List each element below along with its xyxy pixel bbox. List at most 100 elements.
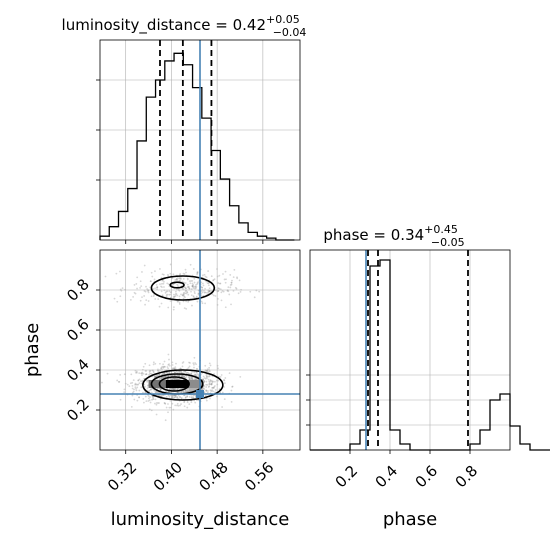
ld-hist-bar [137, 141, 146, 240]
scatter-point [206, 291, 208, 294]
density-contour [169, 281, 185, 289]
scatter-point [209, 389, 212, 392]
ld-hist-bar [230, 206, 239, 240]
scatter-point [230, 401, 233, 403]
scatter-point [118, 380, 121, 383]
phase-hist-bar [380, 260, 390, 450]
scatter-point [155, 375, 158, 378]
scatter-point [203, 385, 205, 388]
scatter-point [163, 365, 166, 368]
scatter-point [188, 377, 191, 380]
scatter-point [161, 282, 163, 285]
scatter-point [208, 366, 211, 369]
scatter-point [133, 388, 135, 391]
scatter-point [174, 366, 177, 369]
scatter-point [196, 300, 199, 303]
scatter-point [116, 379, 119, 382]
scatter-point [175, 362, 177, 365]
scatter-point [146, 380, 149, 383]
scatter-point [188, 396, 191, 398]
scatter-point [177, 374, 180, 377]
scatter-point [218, 287, 221, 290]
scatter-point [159, 268, 161, 270]
scatter-point [203, 381, 206, 383]
scatter-point [155, 403, 158, 406]
scatter-point [154, 402, 156, 405]
scatter-point [171, 378, 174, 381]
scatter-point [223, 382, 226, 385]
scatter-point [183, 293, 185, 296]
scatter-point [203, 377, 206, 379]
scatter-point [184, 396, 187, 399]
scatter-point [228, 372, 231, 375]
scatter-point [134, 383, 136, 386]
scatter-point [217, 282, 220, 284]
scatter-point [180, 403, 182, 405]
scatter-point [183, 376, 186, 378]
scatter-point [204, 291, 207, 294]
scatter-point [119, 398, 122, 401]
scatter-point [221, 289, 224, 292]
scatter-point [149, 388, 152, 391]
scatter-point [168, 364, 171, 367]
x-axis-label-phase: phase [383, 509, 437, 530]
scatter-point [193, 290, 196, 293]
scatter-point [210, 383, 213, 385]
scatter-point [219, 288, 222, 291]
scatter-point [206, 375, 209, 378]
scatter-point [165, 395, 168, 398]
scatter-point [194, 374, 197, 377]
scatter-point [179, 277, 182, 279]
scatter-point [183, 273, 186, 275]
scatter-point [158, 305, 161, 308]
scatter-point [141, 371, 144, 374]
scatter-point [181, 374, 184, 377]
scatter-point [184, 390, 187, 393]
scatter-point [182, 375, 185, 378]
scatter-point [142, 365, 145, 368]
scatter-point [224, 377, 227, 379]
scatter-point [207, 386, 210, 388]
scatter-point [201, 286, 204, 289]
scatter-point [182, 361, 185, 363]
scatter-point [187, 293, 190, 296]
scatter-point [182, 278, 185, 280]
scatter-point [179, 404, 181, 407]
scatter-point [193, 277, 196, 280]
scatter-point [181, 374, 184, 377]
scatter-point [177, 285, 179, 288]
scatter-point [173, 377, 176, 380]
scatter-point [174, 388, 176, 391]
scatter-point [208, 290, 211, 293]
scatter-point [172, 308, 175, 311]
ld-hist-bar [119, 211, 128, 240]
scatter-point [196, 271, 199, 273]
density-contour [150, 275, 216, 301]
scatter-point [197, 292, 200, 295]
scatter-point [213, 373, 216, 375]
scatter-point [187, 286, 190, 289]
scatter-point [134, 292, 137, 295]
scatter-point [210, 289, 213, 292]
scatter-point [188, 361, 190, 364]
scatter-point [195, 295, 198, 298]
scatter-point [205, 383, 208, 386]
scatter-point [133, 398, 136, 401]
scatter-point [147, 291, 150, 294]
scatter-point [191, 304, 193, 307]
scatter-point [169, 394, 172, 397]
scatter-point [160, 395, 163, 398]
scatter-point [190, 376, 193, 379]
scatter-point [156, 286, 158, 289]
scatter-point [157, 369, 159, 372]
scatter-point [140, 372, 143, 375]
scatter-point [192, 283, 195, 286]
scatter-point [210, 383, 213, 386]
scatter-point [212, 279, 214, 282]
scatter-point [144, 373, 147, 376]
scatter-point [183, 401, 186, 404]
scatter-point [190, 396, 193, 398]
scatter-point [194, 401, 197, 404]
scatter-point [172, 306, 175, 309]
scatter-point [167, 403, 169, 405]
